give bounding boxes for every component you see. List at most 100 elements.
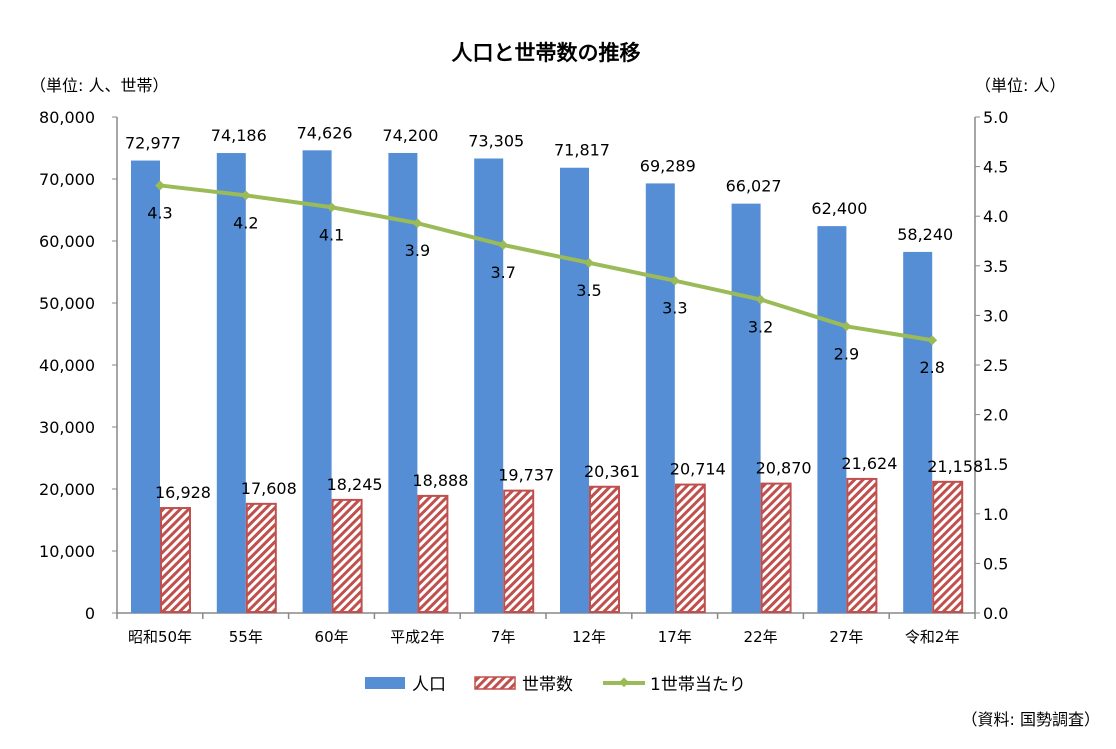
left-tick-label: 20,000 — [39, 480, 95, 499]
right-tick-label: 0.0 — [983, 604, 1008, 623]
data-label-households: 17,608 — [241, 479, 297, 498]
x-tick-label: 17年 — [658, 628, 692, 646]
point-per-household — [584, 257, 594, 268]
point-per-household — [669, 275, 680, 286]
point-per-household — [498, 240, 509, 250]
data-label-per-household: 3.2 — [748, 318, 773, 337]
x-tick-label: 12年 — [572, 628, 606, 646]
right-tick-label: 4.0 — [983, 207, 1008, 226]
point-per-household — [326, 202, 337, 213]
chart-title: 人口と世帯数の推移 — [452, 41, 641, 65]
bar-population — [474, 158, 504, 613]
right-tick-label: 3.0 — [983, 306, 1008, 325]
right-unit-label: （単位: 人） — [975, 76, 1065, 95]
x-tick-label: 7年 — [491, 628, 516, 646]
bar-population — [731, 203, 761, 613]
data-label-population: 74,200 — [382, 126, 438, 145]
data-label-households: 21,624 — [841, 454, 897, 473]
bar-households — [589, 485, 620, 614]
data-label-population: 62,400 — [811, 199, 867, 218]
data-label-population: 69,289 — [640, 156, 696, 175]
bar-households — [760, 482, 792, 613]
x-tick-label: 平成2年 — [390, 628, 445, 646]
point-per-household — [755, 294, 766, 305]
data-label-per-household: 3.9 — [405, 241, 430, 260]
data-label-per-household: 2.9 — [834, 344, 859, 363]
legend-label-households: 世帯数 — [522, 675, 573, 695]
x-tick-label: 22年 — [744, 628, 778, 646]
data-label-households: 18,245 — [327, 475, 383, 494]
left-unit-label: （単位: 人、世帯） — [30, 76, 168, 95]
point-per-household — [155, 180, 165, 191]
data-label-population: 74,626 — [297, 123, 353, 142]
x-tick-label: 55年 — [229, 628, 263, 646]
legend-swatch-households — [474, 676, 516, 690]
x-tick-label: 昭和50年 — [128, 628, 192, 646]
legend-swatch-population — [365, 677, 405, 689]
bar-households — [503, 489, 535, 614]
data-label-households: 16,928 — [155, 483, 211, 502]
data-label-households: 20,870 — [756, 459, 812, 478]
bar-population — [817, 226, 847, 613]
x-tick-label: 令和2年 — [905, 628, 960, 646]
bar-population — [216, 153, 246, 613]
bar-households — [417, 494, 449, 614]
left-tick-label: 40,000 — [39, 356, 95, 375]
bar-population — [645, 183, 675, 613]
x-tick-label: 60年 — [315, 628, 349, 646]
data-label-per-household: 4.2 — [233, 213, 258, 232]
right-tick-label: 2.5 — [983, 356, 1008, 375]
data-label-households: 19,737 — [498, 466, 554, 485]
point-per-household — [927, 335, 938, 346]
data-label-households: 20,361 — [584, 462, 640, 481]
point-per-household — [412, 218, 423, 229]
data-label-households: 20,714 — [670, 460, 726, 479]
data-label-per-household: 4.1 — [319, 225, 344, 244]
data-label-population: 72,977 — [125, 134, 181, 153]
data-label-per-household: 3.5 — [576, 281, 601, 300]
data-label-per-household: 4.3 — [147, 203, 172, 222]
data-label-households: 21,158 — [927, 457, 983, 476]
left-tick-label: 0 — [85, 604, 95, 623]
bar-households — [674, 483, 706, 614]
right-tick-label: 2.0 — [983, 406, 1008, 425]
right-tick-label: 3.5 — [983, 257, 1008, 276]
bar-households — [846, 477, 878, 614]
point-per-household — [841, 321, 852, 332]
legend-label-population: 人口 — [412, 675, 446, 695]
bar-population — [302, 150, 332, 614]
right-tick-label: 5.0 — [983, 108, 1008, 127]
left-tick-label: 10,000 — [39, 542, 95, 561]
legend-label-per-household: 1世帯当たり — [650, 675, 746, 695]
data-label-population: 66,027 — [726, 177, 782, 196]
source-note: （資料: 国勢調査） — [962, 710, 1100, 729]
data-label-population: 74,186 — [211, 126, 267, 145]
left-tick-label: 70,000 — [39, 170, 95, 189]
bar-households — [160, 507, 191, 613]
data-label-population: 73,305 — [468, 132, 524, 151]
x-tick-label: 27年 — [829, 628, 863, 646]
data-label-population: 71,817 — [554, 141, 610, 160]
right-tick-label: 1.0 — [983, 505, 1008, 524]
right-tick-label: 4.5 — [983, 158, 1008, 177]
legend: 人口 世帯数 1世帯当たり — [365, 675, 746, 695]
data-label-per-household: 2.8 — [919, 358, 944, 377]
legend-marker-per-household — [619, 677, 629, 688]
data-label-households: 18,888 — [412, 471, 468, 490]
left-tick-label: 30,000 — [39, 418, 95, 437]
bar-households — [331, 498, 363, 614]
bar-households — [932, 480, 964, 613]
data-label-per-household: 3.7 — [490, 263, 515, 282]
bar-households — [245, 502, 277, 614]
bar-population — [131, 160, 160, 613]
left-tick-label: 80,000 — [39, 108, 95, 127]
right-tick-label: 1.5 — [983, 455, 1008, 474]
bar-population — [388, 152, 418, 613]
bar-population — [903, 251, 933, 614]
point-per-household — [240, 190, 251, 201]
left-tick-label: 60,000 — [39, 232, 95, 251]
line-per-household — [159, 183, 933, 343]
bar-population — [560, 167, 589, 613]
data-label-per-household: 3.3 — [662, 299, 687, 318]
